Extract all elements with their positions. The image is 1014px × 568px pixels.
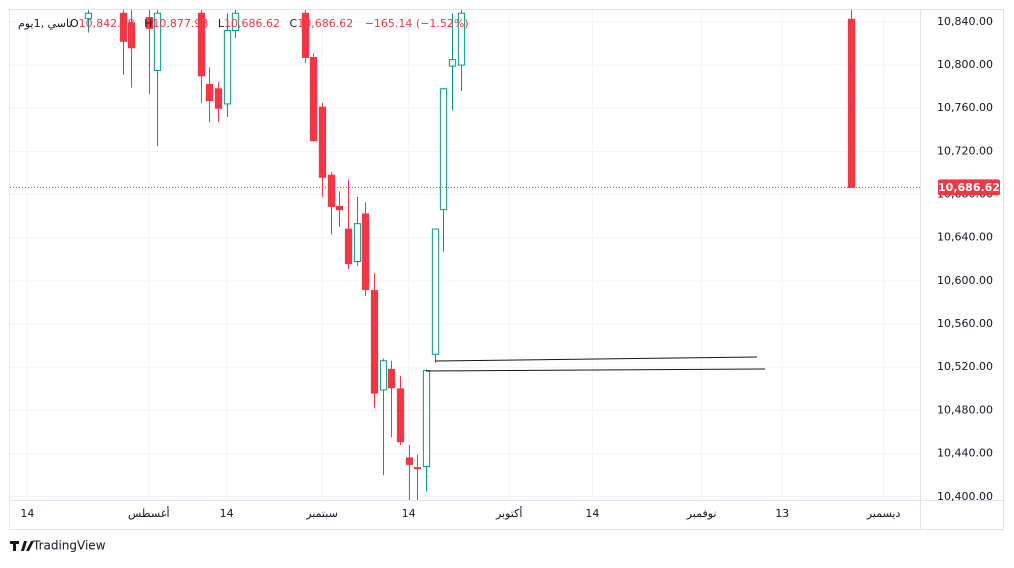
candle-body bbox=[405, 457, 414, 465]
candle-body bbox=[431, 228, 440, 355]
plot bbox=[10, 10, 920, 500]
candle-body bbox=[370, 290, 379, 394]
trend-line bbox=[425, 368, 766, 372]
candle-body bbox=[387, 368, 396, 389]
y-tick-label: 10,760.00 bbox=[937, 101, 993, 114]
candle-body bbox=[153, 12, 162, 71]
brand-logo bbox=[10, 541, 34, 551]
candle-body bbox=[847, 18, 856, 188]
brand-name: TradingView bbox=[32, 539, 106, 553]
x-tick-label: ديسمبر bbox=[866, 507, 901, 520]
y-tick-label: 10,560.00 bbox=[937, 317, 993, 330]
grid bbox=[10, 10, 920, 500]
legend-value: 10,686.62 bbox=[297, 17, 353, 30]
candle-body bbox=[309, 56, 318, 142]
candle-body bbox=[223, 30, 232, 105]
x-tick-label: أغسطس bbox=[128, 506, 170, 520]
candle-body bbox=[205, 83, 214, 102]
x-tick-label: أكتوبر bbox=[495, 506, 522, 520]
candle-body bbox=[413, 467, 422, 470]
candle-body bbox=[353, 223, 362, 262]
candle-body bbox=[448, 59, 457, 67]
axes: 10,400.00 10,440.00 10,480.00 10,520.00 10,5… bbox=[20, 15, 1000, 520]
candle-body bbox=[318, 106, 327, 178]
legend-value: 10,686.62 bbox=[224, 17, 280, 30]
x-tick-label: 14 bbox=[402, 507, 416, 520]
x-tick-label: 14 bbox=[20, 507, 34, 520]
candle-body bbox=[119, 12, 128, 42]
candle-body bbox=[457, 12, 466, 66]
trend-lines bbox=[425, 356, 766, 372]
x-tick-label: نوفمبر bbox=[686, 507, 717, 520]
y-tick-label: 10,520.00 bbox=[937, 360, 993, 373]
y-tick-label: 10,840.00 bbox=[937, 15, 993, 28]
x-tick-label: سبتمبر bbox=[305, 507, 338, 520]
trend-line bbox=[434, 356, 758, 362]
legend-key: O bbox=[70, 17, 79, 30]
y-tick-label: 10,720.00 bbox=[937, 144, 993, 157]
candle-body bbox=[396, 388, 405, 443]
candle-body bbox=[214, 88, 223, 109]
legend-change: −165.14 (−1.52%) bbox=[365, 17, 469, 30]
candle-body bbox=[145, 17, 154, 29]
candle-body bbox=[361, 213, 370, 291]
ohlc-legend: O10,842.48 H10,877.98 L10,686.62 C10,686… bbox=[70, 17, 469, 30]
legend-value: 10,877.98 bbox=[152, 17, 208, 30]
y-tick-label: 10,800.00 bbox=[937, 58, 993, 71]
last-price-box bbox=[938, 179, 1000, 196]
candle-body bbox=[422, 369, 431, 468]
legend-key: L bbox=[218, 17, 225, 30]
symbol: تاسي ,1يوم bbox=[18, 17, 72, 30]
x-tick-label: 13 bbox=[775, 507, 789, 520]
legend: تاسي ,1يوم O10,842.48 H10,877.98 L10,686… bbox=[18, 17, 469, 30]
last-price-label: 10,686.62 bbox=[938, 181, 1000, 194]
candle-body bbox=[84, 12, 93, 20]
frame bbox=[9, 9, 1004, 530]
candle-body bbox=[379, 360, 388, 391]
candle-body bbox=[231, 12, 240, 32]
candle-body bbox=[439, 88, 448, 211]
candle-body bbox=[197, 12, 206, 77]
candle-body bbox=[344, 228, 353, 265]
candle-body bbox=[301, 12, 310, 58]
y-tick-label: 10,440.00 bbox=[937, 447, 993, 460]
candle-body bbox=[127, 22, 136, 49]
legend-key: H bbox=[144, 17, 152, 30]
y-tick-label: 10,480.00 bbox=[937, 403, 993, 416]
legend-key: C bbox=[290, 17, 298, 30]
x-tick-label: 14 bbox=[220, 507, 234, 520]
candle-body bbox=[327, 174, 336, 207]
y-tick-label: 10,400.00 bbox=[937, 490, 993, 503]
brand: TradingView bbox=[10, 539, 106, 553]
y-tick-label: 10,600.00 bbox=[937, 274, 993, 287]
x-tick-label: 14 bbox=[585, 507, 599, 520]
candle-body bbox=[335, 205, 344, 211]
legend-value: 10,842.48 bbox=[79, 17, 135, 30]
y-tick-label: 10,640.00 bbox=[937, 231, 993, 244]
